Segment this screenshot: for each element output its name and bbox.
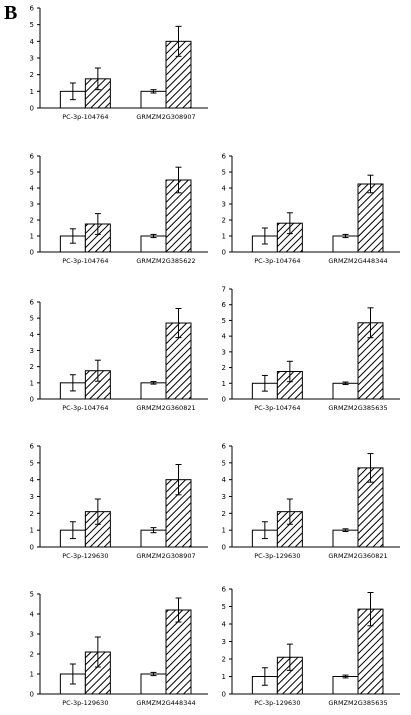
category-label: PC-3p-104764 xyxy=(62,113,108,121)
y-tick-label: 0 xyxy=(222,544,226,552)
panel-letter: B xyxy=(4,2,18,24)
y-tick-label: 4 xyxy=(222,185,227,193)
y-tick-label: 0 xyxy=(30,396,34,404)
y-tick-label: 0 xyxy=(30,544,34,552)
y-tick-label: 4 xyxy=(30,331,35,339)
category-label: PC-3p-104764 xyxy=(254,404,300,412)
y-tick-label: 6 xyxy=(222,301,227,309)
y-tick-label: 4 xyxy=(222,621,227,629)
category-label: GRMZM2G360821 xyxy=(328,552,387,560)
y-tick-label: 5 xyxy=(222,317,226,325)
category-label: PC-3p-129630 xyxy=(62,699,108,707)
hatched-bar xyxy=(357,183,384,253)
y-tick-label: 6 xyxy=(222,443,227,451)
y-tick-label: 3 xyxy=(222,348,226,356)
category-label: PC-3p-104764 xyxy=(254,257,300,265)
y-tick-label: 3 xyxy=(30,55,34,63)
y-tick-label: 5 xyxy=(30,459,34,467)
y-tick-label: 4 xyxy=(30,476,35,484)
open-bar xyxy=(140,382,167,400)
category-label: PC-3p-104764 xyxy=(62,257,108,265)
y-tick-label: 6 xyxy=(30,443,35,451)
y-tick-label: 2 xyxy=(30,71,34,79)
y-tick-label: 6 xyxy=(222,153,227,161)
y-tick-label: 5 xyxy=(30,591,34,599)
y-tick-label: 2 xyxy=(30,217,34,225)
y-tick-label: 0 xyxy=(30,691,34,699)
y-tick-label: 2 xyxy=(30,651,34,659)
y-tick-label: 1 xyxy=(30,671,34,679)
y-tick-label: 0 xyxy=(222,691,226,699)
y-tick-label: 5 xyxy=(30,21,34,29)
y-tick-label: 3 xyxy=(222,201,226,209)
y-tick-label: 3 xyxy=(30,347,34,355)
open-bar xyxy=(332,382,359,400)
y-tick-label: 0 xyxy=(30,105,34,113)
y-tick-label: 2 xyxy=(222,510,226,518)
y-tick-label: 3 xyxy=(30,201,34,209)
y-tick-label: 6 xyxy=(30,299,35,307)
y-tick-label: 2 xyxy=(222,364,226,372)
category-label: GRMZM2G385635 xyxy=(328,699,387,707)
y-tick-label: 1 xyxy=(30,88,34,96)
y-tick-label: 4 xyxy=(30,38,35,46)
y-tick-label: 0 xyxy=(30,249,34,257)
category-label: GRMZM2G308907 xyxy=(136,552,195,560)
open-bar xyxy=(332,235,359,253)
category-label: GRMZM2G448344 xyxy=(328,257,387,265)
y-tick-label: 1 xyxy=(222,380,226,388)
y-tick-label: 3 xyxy=(30,631,34,639)
category-label: PC-3p-129630 xyxy=(62,552,108,560)
open-bar xyxy=(140,235,167,253)
y-tick-label: 4 xyxy=(30,185,35,193)
category-label: GRMZM2G385635 xyxy=(328,404,387,412)
y-tick-label: 6 xyxy=(30,153,35,161)
category-label: GRMZM2G385622 xyxy=(136,257,195,265)
y-tick-label: 2 xyxy=(222,656,226,664)
y-tick-label: 1 xyxy=(30,379,34,387)
y-tick-label: 5 xyxy=(222,459,226,467)
category-label: PC-3p-129630 xyxy=(254,552,300,560)
y-tick-label: 1 xyxy=(222,527,226,535)
y-tick-label: 3 xyxy=(222,493,226,501)
category-label: GRMZM2G308907 xyxy=(136,113,195,121)
y-tick-label: 7 xyxy=(222,286,226,294)
y-tick-label: 6 xyxy=(222,586,227,594)
y-tick-label: 4 xyxy=(222,476,227,484)
y-tick-label: 4 xyxy=(30,611,35,619)
y-tick-label: 0 xyxy=(222,249,226,257)
y-tick-label: 5 xyxy=(30,315,34,323)
hatched-bar xyxy=(165,609,192,695)
y-tick-label: 2 xyxy=(30,363,34,371)
open-bar xyxy=(140,673,167,695)
y-tick-label: 5 xyxy=(30,169,34,177)
y-tick-label: 1 xyxy=(222,673,226,681)
open-bar xyxy=(332,529,359,548)
y-tick-label: 1 xyxy=(222,233,226,241)
category-label: PC-3p-129630 xyxy=(254,699,300,707)
y-tick-label: 5 xyxy=(222,169,226,177)
y-tick-label: 1 xyxy=(30,233,34,241)
y-tick-label: 4 xyxy=(222,333,227,341)
category-label: GRMZM2G448344 xyxy=(136,699,195,707)
open-bar xyxy=(332,676,359,695)
y-tick-label: 2 xyxy=(30,510,34,518)
y-tick-label: 6 xyxy=(30,5,35,13)
y-tick-label: 3 xyxy=(222,638,226,646)
y-tick-label: 1 xyxy=(30,527,34,535)
y-tick-label: 2 xyxy=(222,217,226,225)
y-tick-label: 3 xyxy=(30,493,34,501)
category-label: PC-3p-104764 xyxy=(62,404,108,412)
y-tick-label: 5 xyxy=(222,603,226,611)
open-bar xyxy=(140,90,167,109)
y-tick-label: 0 xyxy=(222,396,226,404)
category-label: GRMZM2G360821 xyxy=(136,404,195,412)
